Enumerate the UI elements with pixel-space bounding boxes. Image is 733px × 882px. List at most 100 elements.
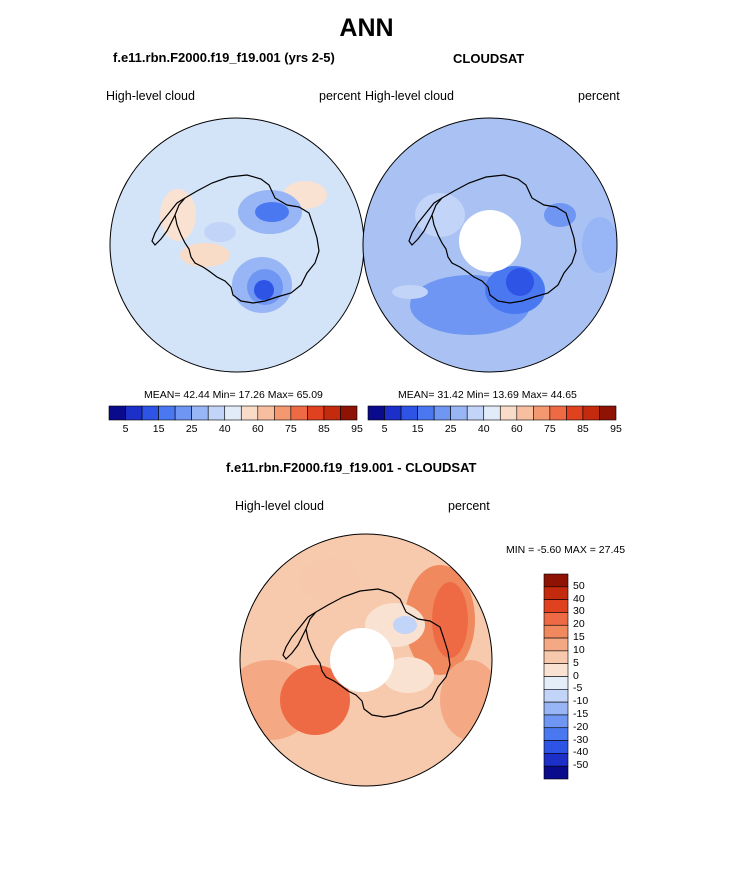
model-colorbar	[108, 405, 358, 421]
obs-colorbar-tick-label: 95	[610, 423, 622, 435]
model-colorbar-tick-label: 85	[318, 423, 330, 435]
diff-colorbar-tick-label: 30	[573, 605, 585, 618]
obs-colorbar-tick-label: 5	[381, 423, 388, 435]
model-colorbar-tick-label: 60	[251, 423, 264, 435]
model-colorbar-swatch	[174, 405, 192, 421]
diff-colorbar-swatch	[543, 663, 569, 677]
obs-colorbar-swatch	[400, 405, 418, 421]
obs-colorbar-swatch	[599, 405, 617, 421]
model-colorbar-swatch	[224, 405, 242, 421]
model-colorbar-swatch	[125, 405, 143, 421]
diff-colorbar-tick-label: -50	[573, 759, 589, 772]
obs-stats: MEAN= 31.42 Min= 13.69 Max= 44.65	[398, 389, 577, 401]
diff-colorbar-swatch	[543, 676, 569, 690]
diff-map-border	[239, 533, 493, 787]
obs-colorbar-swatch	[533, 405, 551, 421]
diff-colorbar-swatch	[543, 650, 569, 664]
obs-colorbar-swatch	[433, 405, 451, 421]
diff-variable-label: High-level cloud	[235, 499, 324, 513]
diff-colorbar-tick-label: 15	[573, 631, 585, 644]
model-colorbar-tick-label: 75	[285, 423, 297, 435]
diff-colorbar-swatch	[543, 714, 569, 729]
obs-case-title: CLOUDSAT	[453, 51, 525, 66]
model-colorbar-tick-label: 25	[185, 423, 198, 435]
obs-colorbar-swatch	[566, 405, 584, 421]
diff-missing-data-hole	[330, 628, 394, 692]
diff-colorbar-swatch	[543, 624, 569, 639]
diff-colorbar-tick-label: -30	[573, 733, 589, 746]
diff-colorbar-tick-label: 5	[573, 656, 579, 669]
diff-colorbar-swatch	[543, 753, 569, 767]
diff-colorbar-tick-label: -40	[573, 746, 589, 759]
model-units-label: percent	[319, 89, 361, 103]
model-colorbar-swatch	[340, 405, 358, 421]
model-colorbar-swatch	[158, 405, 176, 421]
diff-colorbar-tick-label: -20	[573, 720, 589, 733]
obs-colorbar-tick-label: 85	[577, 423, 589, 435]
diff-colorbar-swatch	[543, 612, 569, 626]
obs-missing-data-hole	[459, 210, 521, 272]
diff-colorbar-tick-label: 0	[573, 669, 579, 682]
diff-colorbar-tick-label: 20	[573, 618, 585, 631]
model-warm-patch-ross	[180, 243, 230, 267]
obs-colorbar-swatch	[483, 405, 501, 421]
obs-variable-label: High-level cloud	[365, 89, 454, 103]
obs-colorbar-swatch	[417, 405, 435, 421]
diff-colorbar-swatch	[543, 689, 569, 703]
obs-map	[362, 117, 618, 373]
diff-colorbar-swatch	[543, 586, 569, 600]
obs-colorbar-swatch	[582, 405, 600, 421]
model-colorbar-swatch	[207, 405, 226, 421]
obs-map-border	[362, 117, 618, 373]
model-colorbar-tick-label: 15	[152, 423, 165, 435]
model-colorbar-swatch	[323, 405, 341, 421]
model-case-title: f.e11.rbn.F2000.f19_f19.001 (yrs 2-5)	[113, 50, 335, 65]
diff-colorbar-swatch	[543, 727, 569, 741]
model-stats: MEAN= 42.44 Min= 17.26 Max= 65.09	[144, 389, 323, 401]
obs-colorbar-tick-label: 25	[444, 423, 457, 435]
diff-colorbar-swatch	[543, 573, 569, 588]
diff-colorbar-tick-label: -15	[573, 707, 589, 720]
obs-colorbar-swatch	[549, 405, 567, 421]
diff-stats: MIN = -5.60 MAX = 27.45	[506, 544, 626, 556]
model-colorbar-swatch	[290, 405, 308, 421]
model-map-background	[110, 118, 364, 372]
obs-colorbar-tick-label: 60	[510, 423, 523, 435]
obs-colorbar-swatch	[466, 405, 485, 421]
obs-colorbar-swatch	[384, 405, 402, 421]
diff-colorbar-swatch	[543, 740, 569, 754]
model-colorbar-swatch	[141, 405, 159, 421]
model-colorbar-tick-label: 95	[351, 423, 363, 435]
obs-colorbar-swatch	[499, 405, 518, 421]
model-colorbar-tick-label: 40	[218, 423, 231, 435]
diff-case-title: f.e11.rbn.F2000.f19_f19.001 - CLOUDSAT	[226, 460, 477, 475]
diff-colorbar-tick-label: 50	[573, 579, 585, 592]
diff-colorbar-swatch	[543, 599, 569, 613]
model-colorbar-tick-label: 5	[122, 423, 129, 435]
obs-colorbar	[367, 405, 617, 421]
obs-colorbar-tick-label: 15	[411, 423, 424, 435]
obs-colorbar-tick-label: 40	[477, 423, 490, 435]
obs-colorbar-tick-label: 75	[544, 423, 556, 435]
obs-colorbar-swatch	[367, 405, 385, 421]
model-colorbar-swatch	[257, 405, 275, 421]
diff-colorbar-tick-label: -10	[573, 695, 589, 708]
obs-colorbar-swatch	[450, 405, 468, 421]
model-colorbar-swatch	[191, 405, 209, 421]
diff-colorbar-swatch	[543, 765, 569, 780]
diff-colorbar	[543, 573, 569, 780]
diff-colorbar-swatch	[543, 637, 569, 652]
model-colorbar-swatch	[108, 405, 126, 421]
diff-colorbar-tick-label: -5	[573, 682, 583, 695]
obs-colorbar-swatch	[516, 405, 534, 421]
model-colorbar-swatch	[307, 405, 325, 421]
obs-units-label: percent	[578, 89, 620, 103]
diff-colorbar-swatch	[543, 701, 569, 716]
figure-title: ANN	[339, 14, 394, 42]
model-colorbar-swatch	[240, 405, 259, 421]
model-variable-label: High-level cloud	[106, 89, 195, 103]
model-map	[109, 117, 365, 373]
model-colorbar-swatch	[274, 405, 292, 421]
diff-units-label: percent	[448, 499, 490, 513]
